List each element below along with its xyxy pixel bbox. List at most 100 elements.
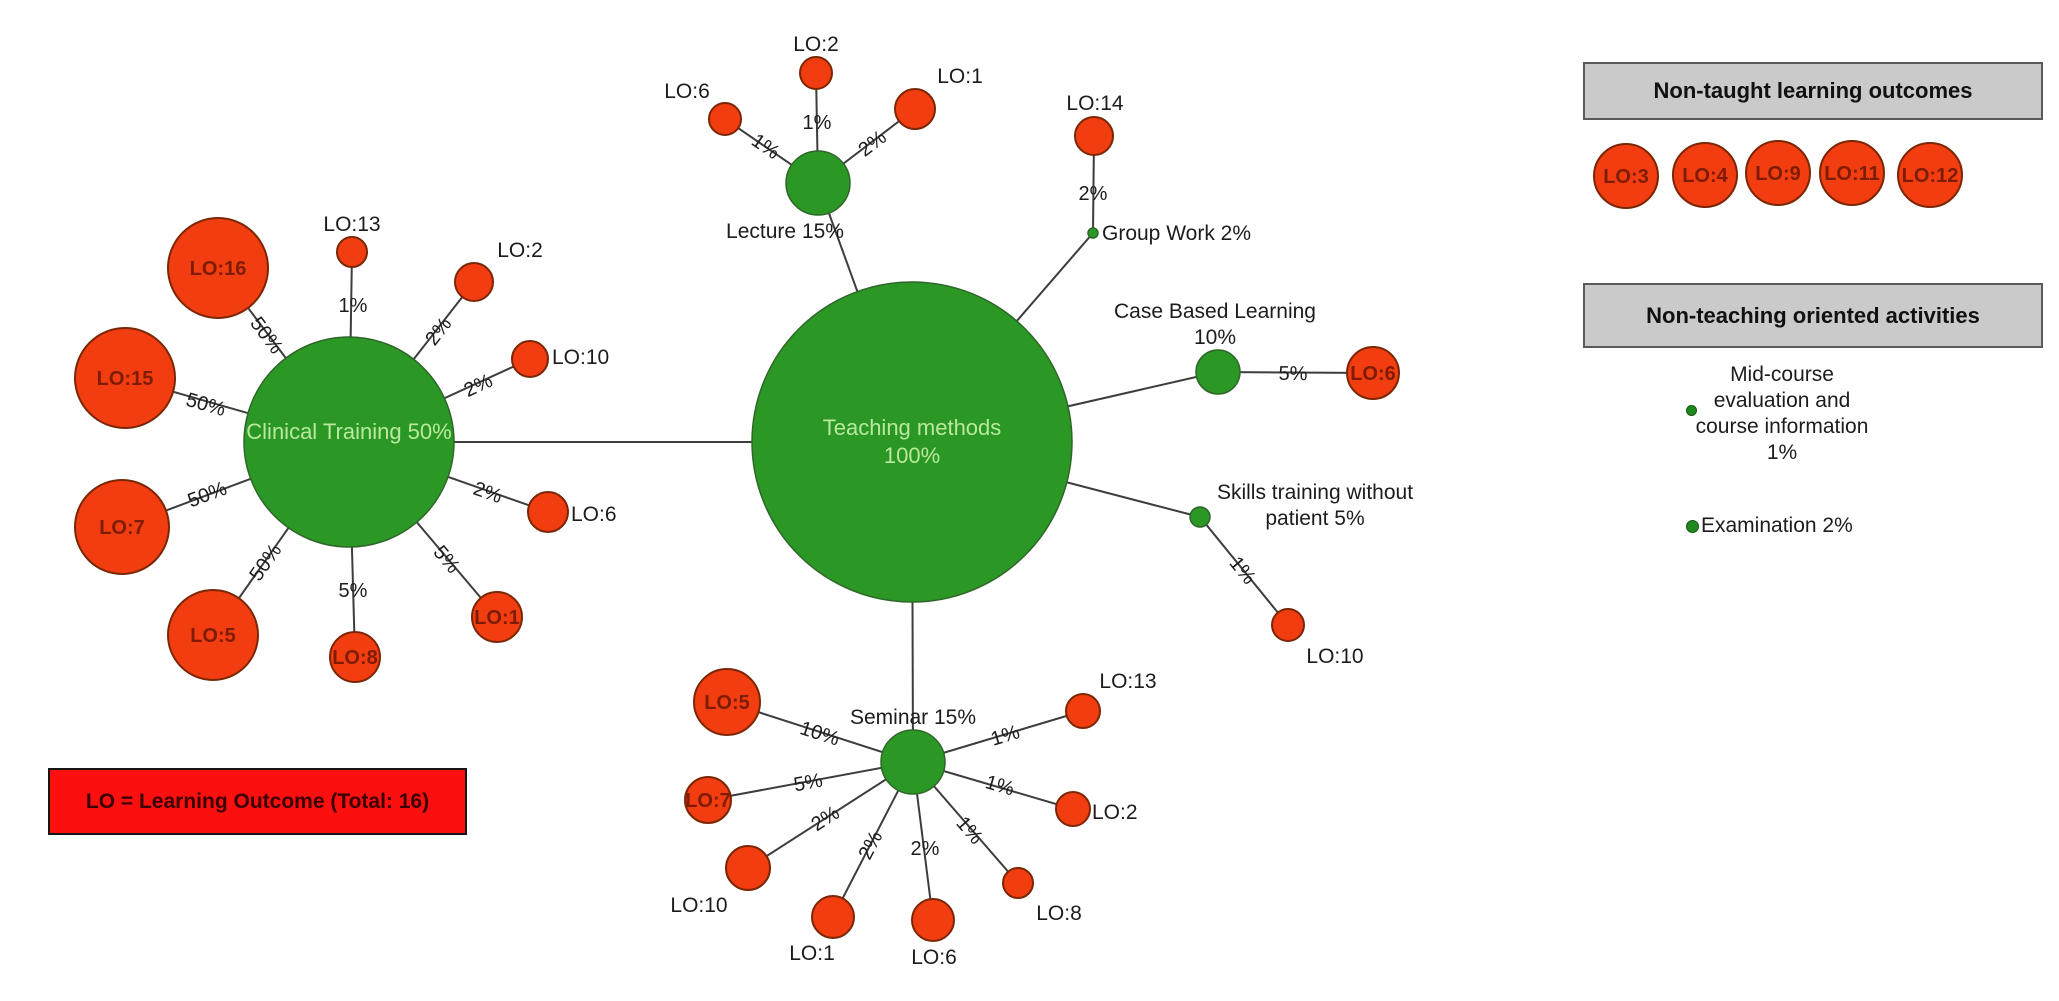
node-lecture-circle [785, 150, 851, 216]
node-seminar-lo6-label: LO:6 [911, 946, 957, 969]
edge-label-seminar-seminar-lo7: 5% [792, 769, 825, 796]
node-skills-lo10-circle [1271, 608, 1305, 642]
node-clinical-lo10-circle [511, 340, 549, 378]
edge-label-seminar-seminar-lo5: 10% [797, 717, 842, 750]
node-nontaught-lo11-circle [1819, 140, 1885, 206]
node-clinical-lo7-circle [74, 479, 170, 575]
node-skills-training-label: patient 5% [1265, 507, 1364, 530]
node-clinical-lo2-label: LO:2 [497, 239, 543, 262]
node-clinical-training-label: Clinical Training 50% [246, 419, 451, 444]
node-clinical-lo2-circle [454, 262, 494, 302]
node-nontaught-lo3-circle [1593, 143, 1659, 209]
node-seminar-lo1-label: LO:1 [789, 942, 835, 965]
node-clinical-lo1-circle [471, 591, 523, 643]
edge-label-seminar-seminar-lo1: 2% [854, 827, 887, 863]
node-clinical-lo7-label: LO:7 [99, 517, 145, 539]
node-clinical-lo16-circle [167, 217, 269, 319]
edge-label-clinical-training-clinical-lo8: 5% [339, 580, 368, 602]
node-teaching-methods-label: 100% [884, 443, 940, 468]
node-group-work-label: Group Work 2% [1102, 222, 1251, 245]
node-skills-lo10-label: LO:10 [1306, 645, 1363, 668]
node-nontaught-lo4-label: LO:4 [1682, 165, 1728, 187]
node-seminar-lo7-label: LO:7 [685, 790, 731, 812]
midcourse-label: Mid-course evaluation and course informa… [1695, 363, 1869, 464]
node-clinical-lo8-label: LO:8 [332, 647, 378, 669]
node-clinical-lo10-label: LO:10 [552, 346, 609, 369]
edge-label-seminar-seminar-lo10: 2% [807, 802, 843, 836]
node-lecture-label: Lecture 15% [726, 220, 844, 243]
node-seminar-lo8-label: LO:8 [1036, 902, 1082, 925]
node-seminar-lo13-label: LO:13 [1099, 670, 1156, 693]
node-lecture-lo2-circle [799, 56, 833, 90]
node-seminar-label: Seminar 15% [850, 706, 976, 729]
node-nontaught-lo12-label: LO:12 [1902, 165, 1959, 187]
node-seminar-lo2-label: LO:2 [1092, 801, 1138, 824]
non-teaching-title: Non-teaching oriented activities [1646, 302, 1980, 328]
node-clinical-lo8-circle [329, 631, 381, 683]
edge-label-clinical-training-clinical-lo7: 50% [185, 478, 230, 513]
node-nontaught-lo3-label: LO:3 [1603, 166, 1649, 188]
edge-label-clinical-training-clinical-lo15: 50% [183, 389, 228, 421]
node-clinical-lo6-label: LO:6 [571, 503, 617, 526]
node-seminar-lo5-circle [693, 668, 761, 736]
node-skills-training-circle [1189, 506, 1211, 528]
node-teaching-methods-circle [751, 281, 1073, 603]
node-clinical-lo1-label: LO:1 [474, 607, 520, 629]
node-seminar-lo1-circle [811, 895, 855, 939]
edge-seminar-seminar-lo7 [707, 761, 914, 801]
node-groupwork-lo14-circle [1074, 116, 1114, 156]
edge-skills-training-skills-lo10 [1199, 516, 1289, 626]
edge-label-clinical-training-clinical-lo5: 50% [245, 540, 286, 586]
node-nontaught-lo9-label: LO:9 [1755, 163, 1801, 185]
node-skills-training-label: Skills training without [1217, 481, 1413, 504]
node-cbl-lo6-circle [1346, 346, 1400, 400]
non-taught-header: Non-taught learning outcomes [1583, 62, 2043, 120]
legend-box: LO = Learning Outcome (Total: 16) [48, 768, 467, 835]
node-nontaught-lo12-circle [1897, 142, 1963, 208]
edge-label-lecture-lecture-lo2: 1% [803, 112, 832, 134]
node-seminar-circle [880, 729, 946, 795]
node-seminar-lo7-circle [684, 776, 732, 824]
node-clinical-lo13-label: LO:13 [323, 213, 380, 236]
node-lecture-lo6-label: LO:6 [664, 80, 710, 103]
edge-label-clinical-training-clinical-lo10: 2% [461, 370, 497, 402]
node-clinical-lo16-label: LO:16 [190, 258, 247, 280]
node-case-based-learning-label: 10% [1194, 326, 1236, 349]
node-lecture-lo1-circle [894, 88, 936, 130]
edge-label-group-work-groupwork-lo14: 2% [1079, 183, 1108, 205]
examination-label: Examination 2% [1701, 514, 1853, 537]
edge-label-seminar-seminar-lo6: 2% [911, 838, 940, 860]
node-clinical-lo15-label: LO:15 [97, 368, 154, 390]
node-seminar-lo8-circle [1002, 867, 1034, 899]
node-lecture-lo2-label: LO:2 [793, 33, 839, 56]
node-clinical-lo15-circle [74, 327, 176, 429]
node-clinical-lo13-circle [336, 236, 368, 268]
node-seminar-lo10-label: LO:10 [670, 894, 727, 917]
edge-label-seminar-seminar-lo8: 1% [951, 813, 987, 849]
legend-text: LO = Learning Outcome (Total: 16) [85, 789, 430, 813]
edge-label-seminar-seminar-lo13: 1% [988, 721, 1022, 750]
node-clinical-training-circle [243, 336, 455, 548]
node-lecture-lo1-label: LO:1 [937, 65, 983, 88]
node-groupwork-lo14-label: LO:14 [1066, 92, 1124, 115]
node-seminar-lo13-circle [1065, 693, 1101, 729]
non-taught-title: Non-taught learning outcomes [1653, 78, 1973, 103]
node-nontaught-lo11-label: LO:11 [1824, 163, 1880, 185]
midcourse-dot-icon [1686, 405, 1697, 416]
node-clinical-lo6-circle [527, 491, 569, 533]
node-seminar-lo5-label: LO:5 [704, 692, 750, 714]
edge-label-seminar-seminar-lo2: 1% [983, 771, 1017, 800]
node-clinical-lo5-label: LO:5 [190, 625, 236, 647]
node-lecture-lo6-circle [708, 102, 742, 136]
node-case-based-learning-label: Case Based Learning [1114, 300, 1316, 323]
node-cbl-lo6-label: LO:6 [1350, 363, 1396, 385]
node-clinical-lo5-circle [167, 589, 259, 681]
node-seminar-lo2-circle [1055, 791, 1091, 827]
edge-label-case-based-learning-cbl-lo6: 5% [1278, 363, 1307, 385]
node-seminar-lo10-circle [725, 845, 771, 891]
edge-label-clinical-training-clinical-lo6: 2% [470, 478, 505, 508]
edge-label-lecture-lecture-lo6: 1% [747, 130, 783, 165]
node-case-based-learning-circle [1195, 349, 1241, 395]
examination-dot-icon [1686, 520, 1699, 533]
